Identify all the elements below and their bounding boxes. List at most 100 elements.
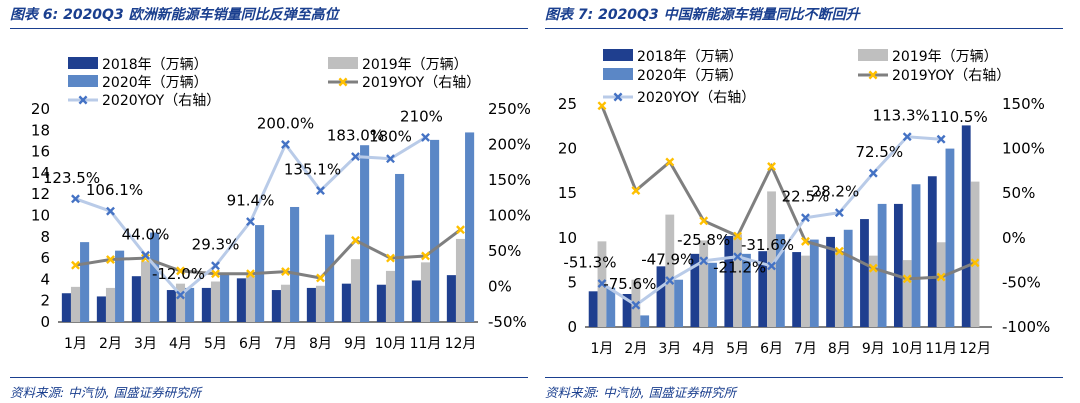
chart-panel-europe: 图表 6: 2020Q3 欧洲新能源车销量同比反弹至高位 0 2 4 6 8 10 12 14… — [10, 0, 540, 403]
yoy-line-1 — [75, 228, 462, 280]
legend-swatch — [603, 68, 633, 80]
yoy-marker-2 — [351, 152, 360, 162]
bar-1 — [588, 291, 598, 327]
bar-3 — [809, 239, 819, 327]
yoy-marker-2 — [386, 154, 395, 164]
bar-3 — [395, 173, 405, 322]
bar-1 — [758, 251, 768, 327]
data-label: 210% — [400, 107, 443, 125]
bar-2 — [315, 285, 326, 322]
bar-3 — [606, 287, 616, 327]
data-label: 135.1% — [284, 161, 341, 179]
y-tick-label: 8 — [40, 228, 50, 246]
x-tick-label: 11月 — [410, 336, 442, 352]
y2-tick-label: -50% — [1002, 273, 1041, 291]
bar-1 — [306, 287, 316, 322]
legend-label: 2019YOY（右轴） — [362, 75, 480, 91]
bar-1 — [96, 296, 106, 322]
bar-3 — [430, 139, 440, 322]
bar-3 — [465, 132, 475, 322]
y2-tick-label: 100% — [488, 207, 531, 225]
bar-2 — [385, 270, 396, 322]
y-tick-label: 0 — [40, 313, 50, 331]
yoy-marker-1 — [801, 236, 810, 246]
title-divider — [10, 28, 528, 29]
bar-2 — [70, 286, 81, 322]
bar-1 — [376, 284, 386, 322]
bar-3 — [708, 262, 717, 327]
yoy-marker-1 — [106, 255, 115, 264]
bar-1 — [271, 290, 281, 322]
y-tick-label: 16 — [31, 143, 50, 161]
yoy-marker-2 — [699, 256, 709, 266]
bar-1 — [690, 253, 700, 327]
yoy-marker-2 — [834, 208, 844, 218]
data-label: 22.5% — [782, 188, 830, 206]
y2-tick-label: 150% — [488, 171, 531, 189]
yoy-marker-2 — [733, 252, 743, 262]
bar-1 — [826, 236, 835, 327]
bar-1 — [860, 219, 869, 327]
yoy-marker-2 — [176, 290, 185, 300]
bar-3 — [911, 184, 921, 327]
bar-1 — [792, 252, 802, 327]
y-tick-label: 5 — [567, 273, 577, 291]
x-tick-label: 3月 — [658, 341, 681, 357]
legend-swatch — [603, 49, 633, 61]
bar-3 — [775, 234, 785, 327]
yoy-marker-1 — [316, 273, 325, 283]
yoy-marker-1 — [421, 251, 430, 261]
bar-1 — [622, 293, 632, 327]
y-tick-label: 25 — [558, 95, 577, 113]
legend-label: 2019YOY（右轴） — [892, 68, 1010, 84]
y-tick-label: 12 — [31, 185, 50, 203]
data-label: 106.1% — [86, 181, 143, 199]
yoy-marker-1 — [868, 263, 878, 273]
legend-marker — [613, 92, 623, 102]
x-tick-label: 12月 — [445, 336, 477, 352]
yoy-marker-1 — [176, 266, 185, 276]
y-tick-label: 15 — [558, 184, 577, 202]
x-tick-label: 9月 — [862, 341, 885, 357]
yoy-line-2 — [75, 136, 427, 298]
yoy-marker-1 — [351, 235, 360, 245]
y-tick-label: 20 — [31, 100, 50, 118]
bar-3 — [843, 229, 853, 327]
yoy-marker-2 — [665, 276, 675, 285]
yoy-marker-1 — [733, 231, 743, 241]
yoy-marker-2 — [801, 213, 810, 223]
y2-tick-label: 100% — [1002, 140, 1045, 158]
legend-label: 2020YOY（右轴） — [637, 90, 755, 106]
chart-source: 资料来源: 中汽协, 国盛证券研究所 — [545, 385, 737, 400]
y-tick-label: 4 — [40, 270, 50, 288]
data-label: -75.6% — [603, 275, 656, 293]
x-tick-label: 4月 — [169, 336, 192, 352]
chart-source: 资料来源: 中汽协, 国盛证券研究所 — [10, 385, 202, 400]
y2-tick-label: 250% — [488, 100, 531, 118]
source-divider — [10, 377, 528, 378]
data-label: 123.5% — [43, 169, 100, 187]
bar-3 — [674, 279, 684, 327]
bar-3 — [945, 148, 955, 327]
x-tick-label: 2月 — [624, 341, 647, 357]
yoy-marker-1 — [834, 246, 844, 256]
bar-1 — [201, 287, 211, 322]
bar-2 — [105, 287, 116, 322]
bar-1 — [131, 276, 141, 322]
yoy-marker-2 — [246, 217, 255, 227]
x-tick-label: 10月 — [891, 341, 923, 357]
yoy-marker-2 — [936, 134, 946, 144]
yoy-marker-1 — [665, 157, 675, 167]
y2-tick-label: 200% — [488, 136, 531, 154]
y-tick-label: 18 — [31, 121, 50, 139]
bar-1 — [961, 125, 971, 328]
title-divider — [545, 28, 1063, 29]
x-tick-label: 9月 — [344, 336, 367, 352]
yoy-marker-1 — [211, 269, 220, 279]
y2-tick-label: -100% — [1002, 318, 1050, 336]
bar-3 — [220, 273, 230, 322]
bar-2 — [834, 251, 844, 327]
x-tick-label: 1月 — [64, 336, 87, 352]
legend-label: 2018年（万辆） — [637, 49, 743, 65]
bar-2 — [868, 255, 878, 327]
